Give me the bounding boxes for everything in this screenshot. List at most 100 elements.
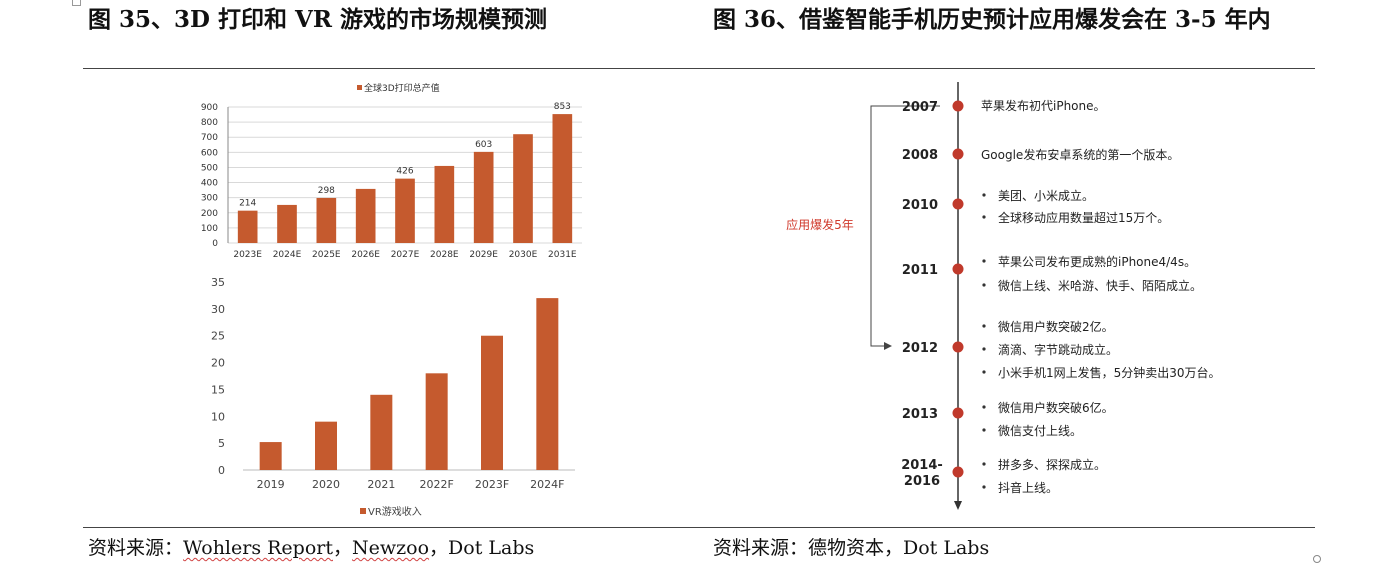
timeline-dot-2014-2016	[952, 466, 964, 478]
bar-vr-2024F	[536, 298, 559, 470]
y-tick-label-3d: 500	[201, 163, 218, 173]
bar-vr-2021	[370, 394, 393, 470]
y-tick-label-3d: 400	[201, 179, 218, 189]
legend-swatch-vr	[360, 508, 366, 514]
timeline-dot-2013	[952, 407, 964, 419]
figure-35-title: 图 35、3D 打印和 VR 游戏的市场规模预测	[88, 6, 547, 33]
timeline-event-text: 苹果发布初代iPhone。	[981, 98, 1106, 113]
timeline-event-text: 拼多多、探探成立。	[998, 457, 1106, 472]
bullet-icon	[982, 485, 986, 489]
timeline-event-text: 美团、小米成立。	[998, 188, 1094, 203]
x-tick-label-3d: 2026E	[351, 250, 380, 260]
timeline-event-text: 微信用户数突破6亿。	[998, 400, 1114, 415]
y-tick-label-vr: 30	[211, 303, 225, 316]
bracket-label: 应用爆发5年	[786, 217, 854, 232]
x-tick-label-3d: 2029E	[469, 250, 498, 260]
y-tick-label-vr: 25	[211, 330, 225, 343]
x-tick-label-vr: 2019	[257, 478, 285, 491]
bracket-line	[870, 105, 940, 347]
bar-vr-2023F	[481, 335, 503, 470]
y-tick-label-vr: 35	[211, 276, 225, 289]
x-tick-label-3d: 2027E	[391, 250, 420, 260]
timeline-dot-2012	[952, 341, 964, 353]
data-label-3d: 853	[554, 102, 571, 112]
y-tick-label-3d: 800	[201, 118, 218, 128]
y-tick-label-3d: 0	[212, 239, 218, 249]
bar-3d-2031E	[552, 114, 573, 243]
bullet-icon	[982, 193, 986, 197]
y-tick-label-vr: 0	[218, 464, 225, 477]
timeline-year: 2007	[902, 100, 938, 115]
x-tick-label-vr: 2023F	[475, 478, 509, 491]
timeline-dot-2008	[952, 148, 964, 160]
bar-3d-2023E	[237, 210, 258, 243]
x-tick-label-vr: 2020	[312, 478, 340, 491]
timeline-year: 2012	[902, 341, 938, 356]
top-rule	[83, 68, 1315, 69]
legend-label-vr: VR游戏收入	[368, 505, 422, 518]
y-tick-label-3d: 300	[201, 194, 218, 204]
source-left-part-1: Wohlers Report	[183, 537, 333, 559]
source-left-part-4: ，Dot Labs	[429, 537, 535, 559]
bullet-icon	[982, 428, 986, 432]
timeline-arrowhead	[954, 501, 962, 510]
y-tick-label-3d: 100	[201, 224, 218, 234]
x-tick-label-3d: 2031E	[548, 250, 577, 260]
x-tick-label-vr: 2022F	[420, 478, 454, 491]
y-tick-label-3d: 600	[201, 148, 218, 158]
bullet-icon	[982, 215, 986, 219]
source-right: 资料来源：德物资本，Dot Labs	[713, 537, 990, 559]
x-tick-label-3d: 2030E	[509, 250, 538, 260]
bullet-icon	[982, 405, 986, 409]
x-tick-label-3d: 2028E	[430, 250, 459, 260]
bracket-arrow-icon	[884, 342, 892, 350]
data-label-3d: 603	[475, 140, 492, 150]
timeline-event-text: 微信上线、米哈游、快手、陌陌成立。	[998, 278, 1202, 293]
x-tick-label-vr: 2021	[367, 478, 395, 491]
y-tick-label-vr: 15	[211, 383, 225, 396]
timeline-dot-2011	[952, 263, 964, 275]
bar-3d-2029E	[473, 151, 494, 243]
data-label-3d: 298	[318, 186, 335, 196]
bar-3d-2030E	[513, 134, 533, 243]
timeline-year: 2014-	[901, 458, 943, 473]
bar-vr-2022F	[425, 373, 448, 470]
timeline-event-text: 全球移动应用数量超过15万个。	[998, 210, 1169, 225]
bullet-icon	[982, 324, 986, 328]
legend-label-3d: 全球3D打印总产值	[364, 82, 440, 94]
x-tick-label-3d: 2023E	[233, 250, 262, 260]
x-tick-label-vr: 2024F	[530, 478, 564, 491]
y-tick-label-3d: 200	[201, 209, 218, 219]
data-label-3d: 214	[239, 199, 256, 209]
page-end-mark	[1313, 555, 1321, 563]
timeline-event-text: 微信支付上线。	[998, 424, 1082, 438]
figure-36-title: 图 36、借鉴智能手机历史预计应用爆发会在 3-5 年内	[713, 6, 1271, 33]
source-left-part-3: Newzoo	[352, 537, 430, 559]
timeline-event-text: 滴滴、字节跳动成立。	[998, 342, 1118, 357]
x-tick-label-3d: 2024E	[273, 250, 302, 260]
timeline-year: 2016	[904, 474, 940, 489]
data-label-3d: 426	[396, 167, 413, 177]
source-left-part-2: ，	[333, 537, 353, 559]
timeline-year: 2011	[902, 263, 938, 278]
bullet-icon	[982, 259, 986, 263]
timeline-event-text: 小米手机1网上发售，5分钟卖出30万台。	[998, 365, 1221, 380]
bullet-icon	[982, 462, 986, 466]
bar-vr-2020	[315, 421, 337, 470]
bullet-icon	[982, 347, 986, 351]
bar-3d-2027E	[395, 178, 415, 243]
source-left: 资料来源：Wohlers Report，Newzoo，Dot Labs	[88, 533, 534, 560]
timeline-event-text: 微信用户数突破2亿。	[998, 319, 1114, 334]
y-tick-label-3d: 700	[201, 133, 218, 143]
timeline-year: 2008	[902, 148, 938, 163]
y-tick-label-vr: 20	[211, 357, 225, 370]
x-tick-label-3d: 2025E	[312, 250, 341, 260]
timeline-dot-2010	[952, 198, 964, 210]
bullet-icon	[982, 370, 986, 374]
bottom-rule	[83, 527, 1315, 528]
corner-mark	[72, 0, 81, 6]
y-tick-label-vr: 5	[218, 437, 225, 450]
